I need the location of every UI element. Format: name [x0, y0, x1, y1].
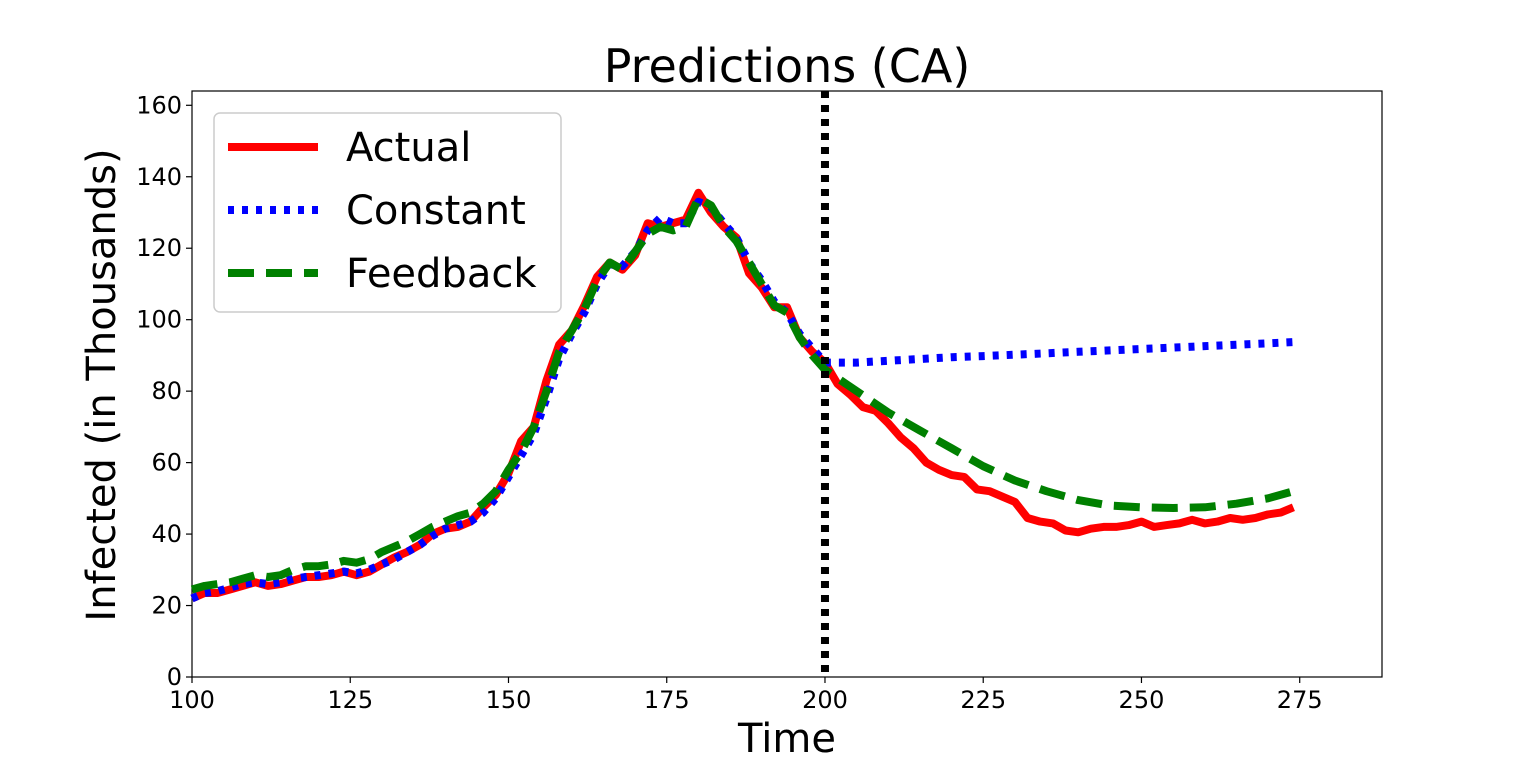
y-tick-label: 40	[151, 520, 182, 548]
y-tick-label: 60	[151, 449, 182, 477]
plot-frame	[191, 90, 1383, 678]
y-axis-title: Infected (in Thousands)	[79, 148, 125, 621]
x-tick-label: 150	[486, 686, 532, 714]
plot-area	[191, 90, 1383, 678]
y-tick-label: 120	[136, 234, 182, 262]
x-tick-label: 250	[1119, 686, 1165, 714]
series-line-feedback	[190, 194, 1295, 594]
y-tick-label: 80	[151, 377, 182, 405]
y-tick-label: 20	[151, 592, 182, 620]
legend-box	[213, 112, 562, 313]
x-tick-label: 225	[960, 686, 1006, 714]
y-tick-label: 160	[136, 91, 182, 119]
series-layer	[190, 91, 1300, 677]
chart-title: Predictions (CA)	[604, 39, 971, 93]
y-tick-label: 0	[167, 663, 182, 691]
x-tick-label: 100	[169, 686, 215, 714]
x-axis-title: Time	[737, 716, 836, 761]
x-tick-label: 200	[802, 686, 848, 714]
legend-label-constant: Constant	[346, 188, 526, 234]
y-tick-label: 100	[136, 306, 182, 334]
y-tick-label: 140	[136, 163, 182, 191]
x-tick-label: 175	[644, 686, 690, 714]
y-axis-ticks: 0 20 40 60 80 100 120 140 160	[136, 91, 192, 691]
legend-label-feedback: Feedback	[346, 251, 537, 297]
x-tick-label: 125	[327, 686, 373, 714]
x-axis-ticks: 100 125 150 175 200 225 250 275	[169, 677, 1323, 714]
legend-label-actual: Actual	[346, 125, 471, 171]
legend: Actual Constant Feedback	[213, 112, 562, 313]
x-tick-label: 275	[1277, 686, 1323, 714]
